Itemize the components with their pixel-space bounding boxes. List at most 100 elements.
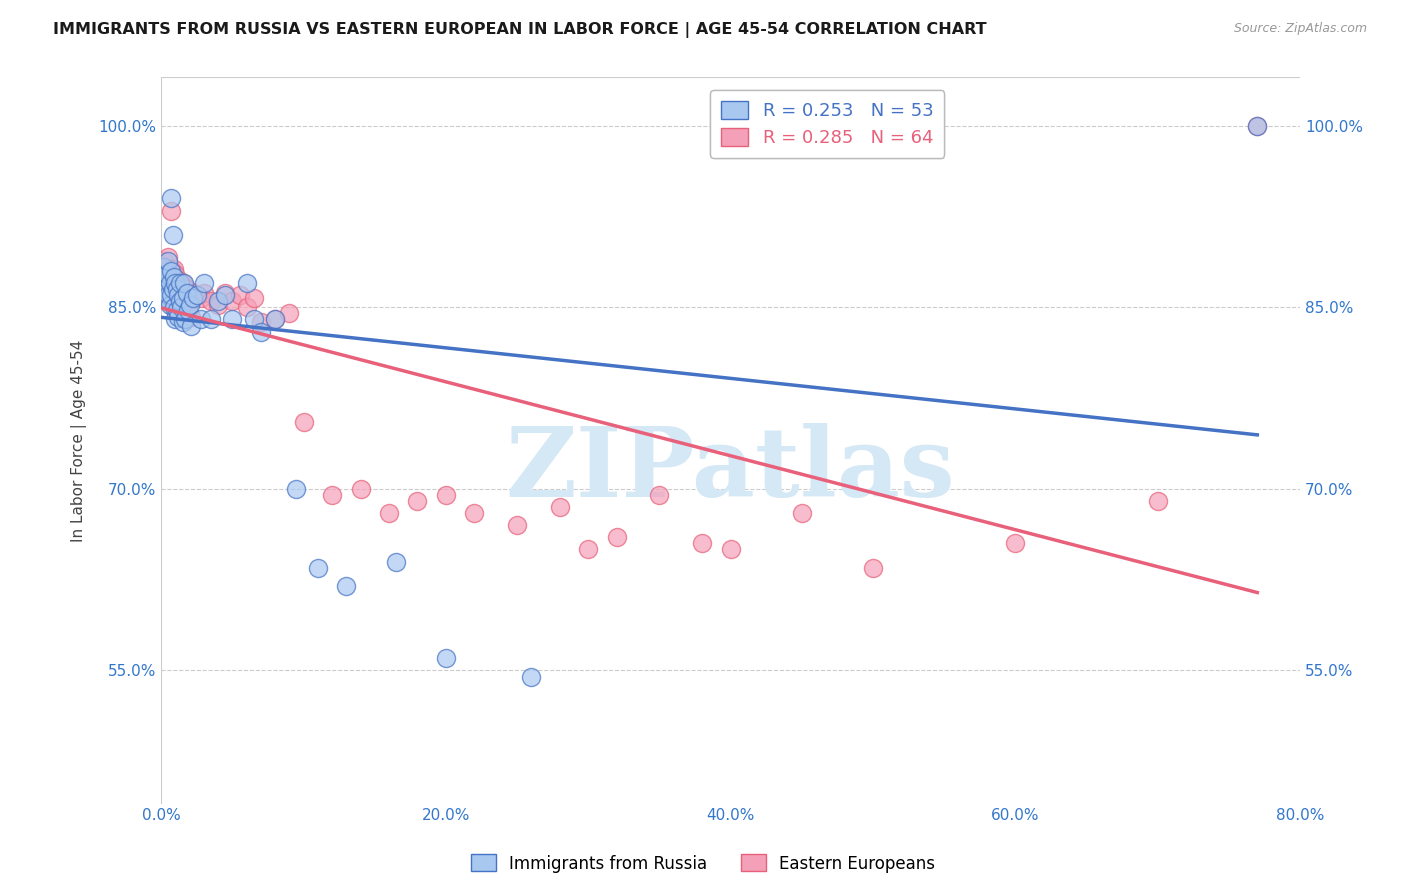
Point [159, 298, 181, 312]
Point [163, 261, 186, 276]
Point [176, 282, 198, 296]
Point [190, 312, 212, 326]
Point [378, 506, 401, 520]
Point [180, 318, 202, 333]
Point [159, 270, 181, 285]
Legend: Immigrants from Russia, Eastern Europeans: Immigrants from Russia, Eastern European… [464, 847, 942, 880]
Point [162, 270, 184, 285]
Point [179, 291, 201, 305]
Point [1004, 536, 1026, 550]
Point [156, 291, 179, 305]
Point [434, 488, 457, 502]
Point [160, 288, 183, 302]
Point [157, 282, 180, 296]
Text: Source: ZipAtlas.com: Source: ZipAtlas.com [1233, 22, 1367, 36]
Point [181, 291, 204, 305]
Point [165, 276, 187, 290]
Point [156, 267, 179, 281]
Point [159, 276, 181, 290]
Point [153, 260, 176, 275]
Point [166, 302, 188, 317]
Point [221, 312, 243, 326]
Point [242, 312, 264, 326]
Point [264, 312, 287, 326]
Point [186, 288, 208, 302]
Point [576, 542, 599, 557]
Point [156, 285, 179, 300]
Point [159, 291, 181, 305]
Point [228, 288, 250, 302]
Point [321, 488, 343, 502]
Text: IMMIGRANTS FROM RUSSIA VS EASTERN EUROPEAN IN LABOR FORCE | AGE 45-54 CORRELATIO: IMMIGRANTS FROM RUSSIA VS EASTERN EUROPE… [53, 22, 987, 38]
Point [179, 298, 201, 312]
Point [160, 261, 183, 276]
Point [162, 282, 184, 296]
Point [520, 669, 543, 683]
Point [1146, 494, 1168, 508]
Point [167, 282, 190, 296]
Point [153, 254, 176, 268]
Point [720, 542, 742, 557]
Point [163, 301, 186, 315]
Point [166, 298, 188, 312]
Point [434, 651, 457, 665]
Point [264, 312, 287, 326]
Point [160, 191, 183, 205]
Point [207, 294, 229, 309]
Point [169, 276, 191, 290]
Point [162, 227, 184, 242]
Point [214, 288, 236, 302]
Point [235, 301, 257, 315]
Point [170, 285, 193, 300]
Point [335, 579, 357, 593]
Point [163, 294, 186, 309]
Point [173, 276, 195, 290]
Point [200, 294, 222, 309]
Point [174, 312, 197, 326]
Point [157, 250, 180, 264]
Point [169, 294, 191, 309]
Point [155, 270, 177, 285]
Point [176, 285, 198, 300]
Point [285, 482, 308, 496]
Point [165, 312, 187, 326]
Point [165, 302, 187, 317]
Point [385, 555, 408, 569]
Point [177, 298, 200, 312]
Point [163, 270, 186, 285]
Point [250, 325, 273, 339]
Point [172, 315, 194, 329]
Text: ZIPatlas: ZIPatlas [506, 423, 956, 516]
Point [155, 282, 177, 296]
Point [1246, 119, 1268, 133]
Point [690, 536, 713, 550]
Point [292, 416, 315, 430]
Point [190, 291, 212, 305]
Point [278, 306, 301, 320]
Point [162, 291, 184, 305]
Point [173, 291, 195, 305]
Point [235, 276, 257, 290]
Point [166, 276, 188, 290]
Point [157, 288, 180, 302]
Point [186, 288, 208, 302]
Point [160, 264, 183, 278]
Point [155, 267, 177, 281]
Point [166, 282, 188, 296]
Point [1246, 119, 1268, 133]
Point [648, 488, 671, 502]
Point [169, 274, 191, 288]
Point [463, 506, 485, 520]
Point [170, 301, 193, 315]
Point [167, 288, 190, 302]
Point [169, 294, 191, 309]
Point [790, 506, 813, 520]
Point [250, 315, 273, 329]
Point [193, 276, 215, 290]
Point [153, 276, 176, 290]
Point [193, 285, 215, 300]
Point [180, 310, 202, 324]
Point [406, 494, 429, 508]
Point [214, 285, 236, 300]
Point [307, 560, 329, 574]
